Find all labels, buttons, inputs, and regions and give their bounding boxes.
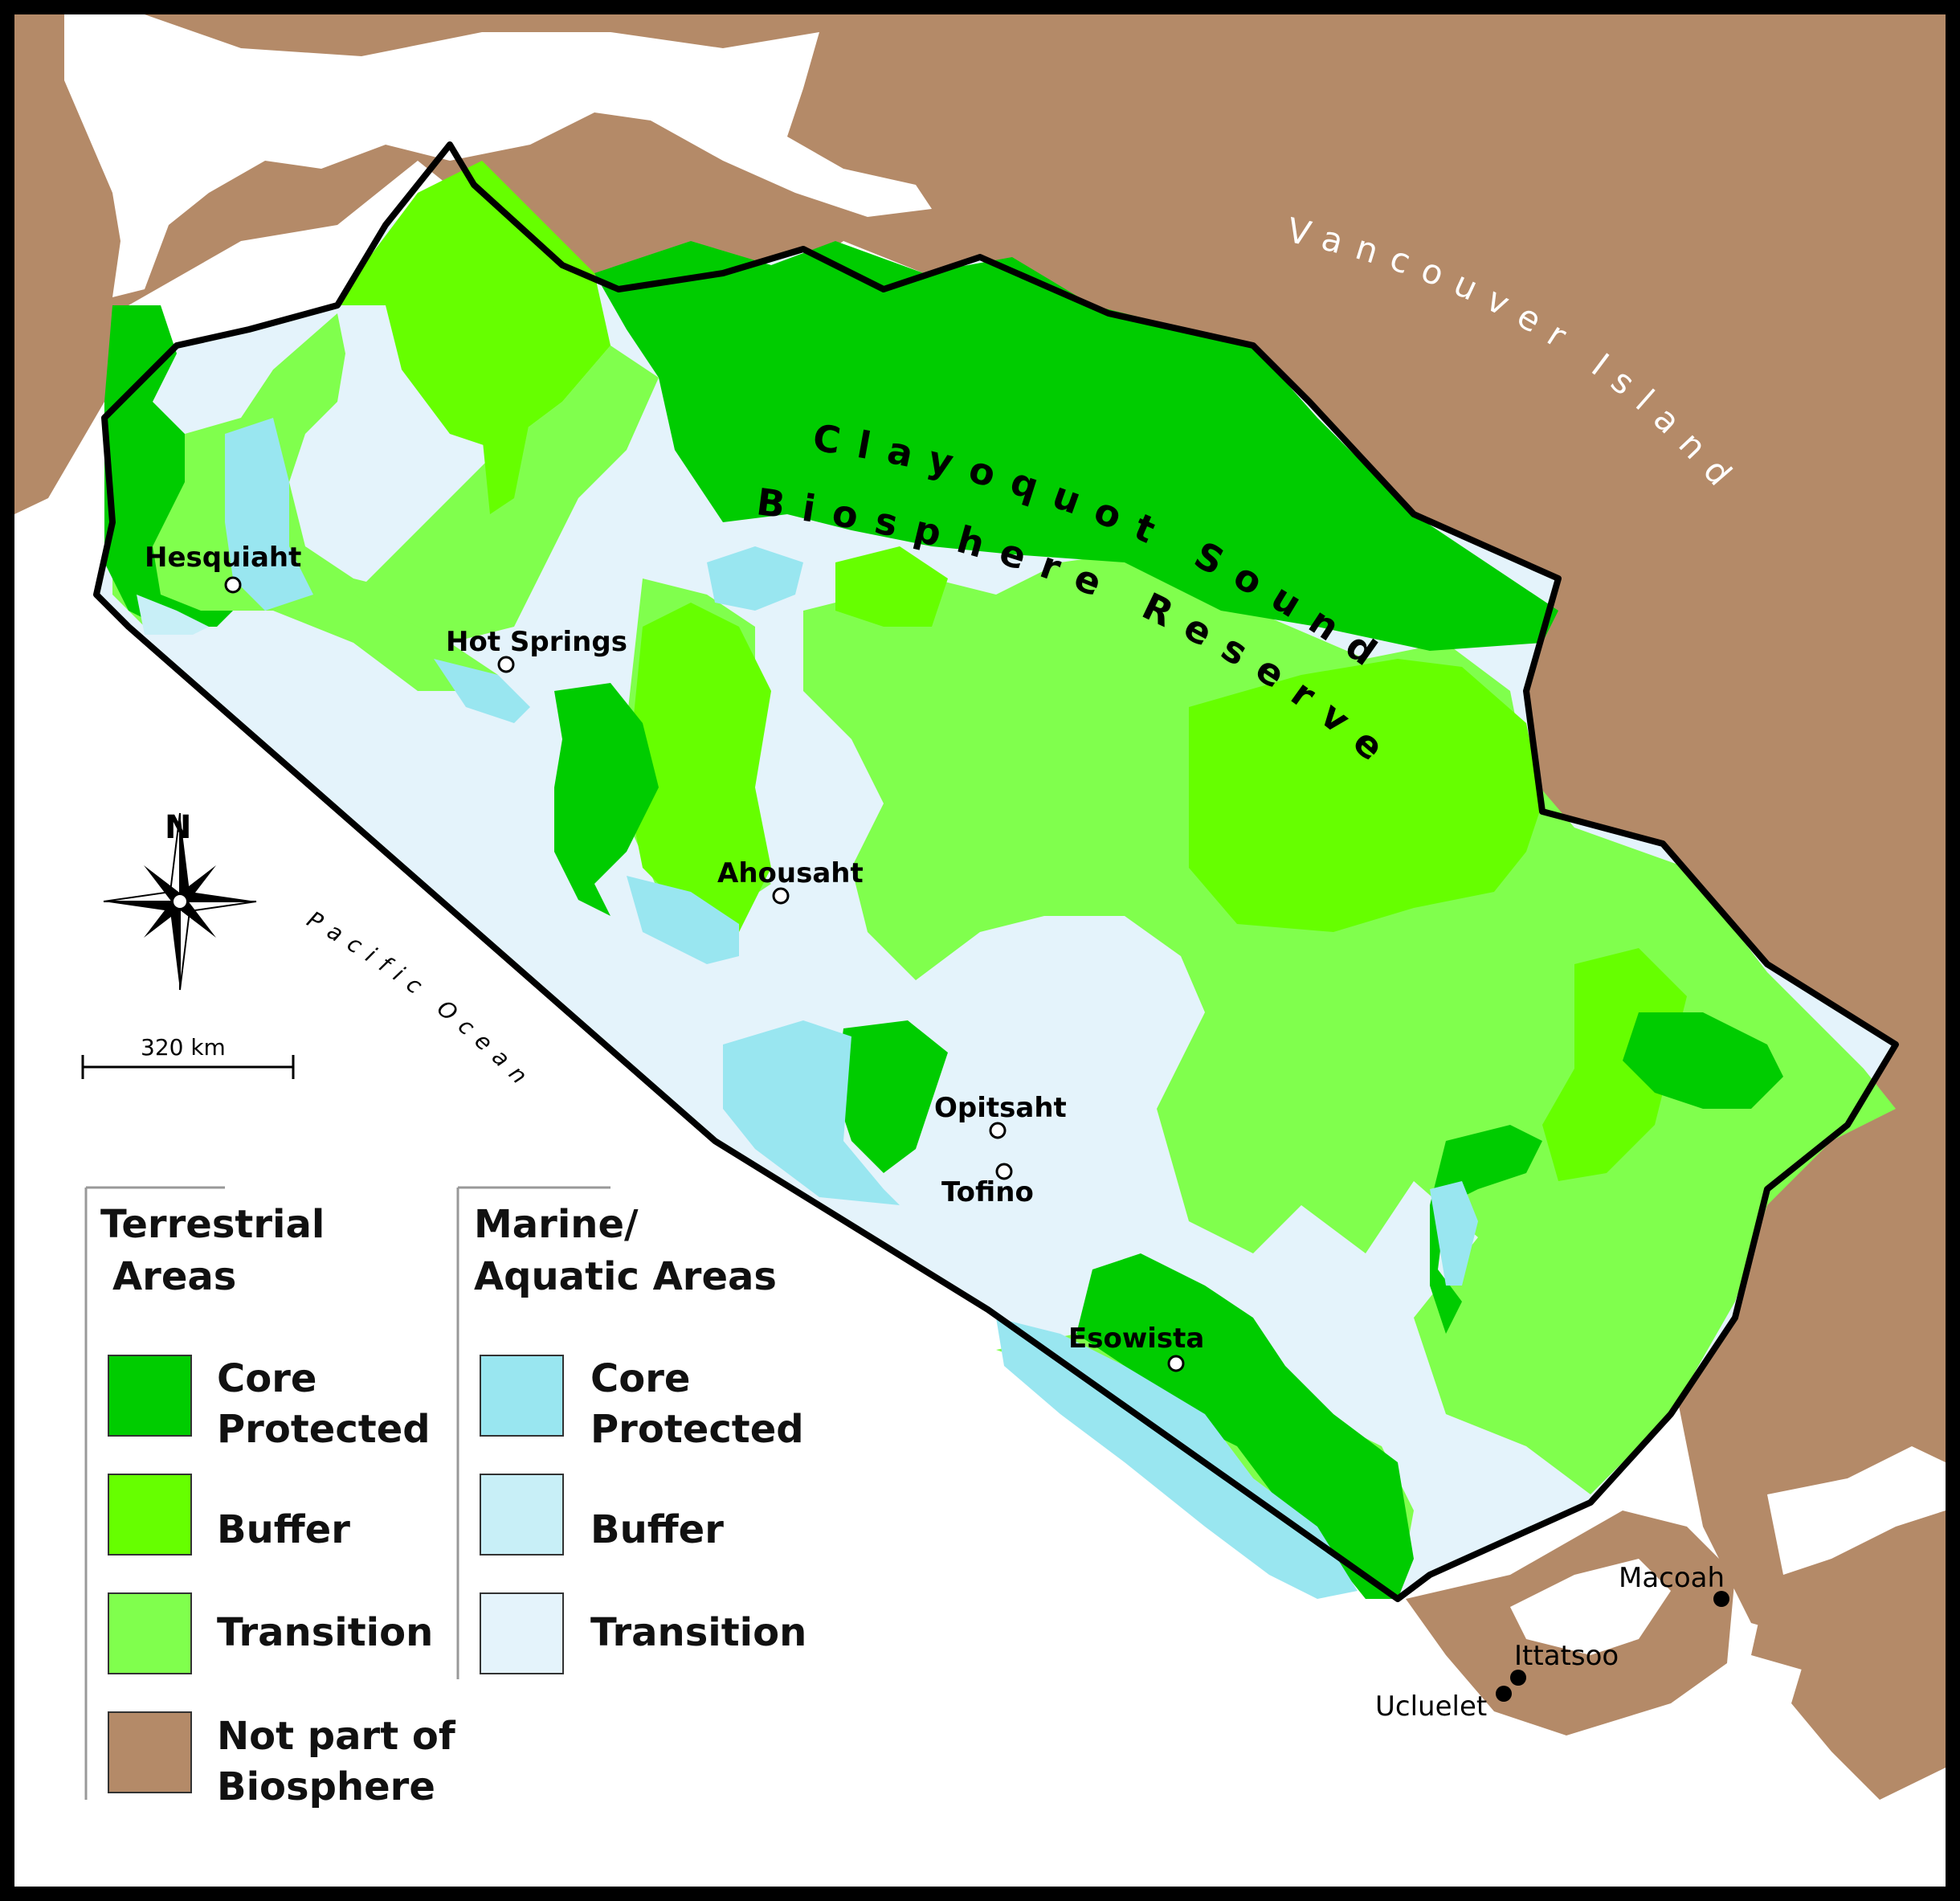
legend-marine-title-2: Aquatic Areas: [474, 1254, 777, 1299]
ittatsoo-marker: [1510, 1670, 1526, 1686]
north-label: N: [165, 809, 191, 846]
terrestrial-buffer: [337, 161, 610, 450]
scale-bar: [81, 1055, 295, 1079]
ucluelet-label: Ucluelet: [1375, 1690, 1487, 1723]
hesquiaht-marker: [224, 576, 242, 594]
terrestrial-core: [1623, 1012, 1783, 1109]
terrestrial-buffer: [627, 603, 771, 932]
terrestrial-transition: [803, 546, 1896, 1494]
terrestrial-core: [594, 241, 1558, 651]
swatch-marine-core: [480, 1355, 564, 1437]
ucluelet-marker: [1496, 1686, 1512, 1702]
hot-springs-label: Hot Springs: [446, 626, 627, 658]
legend-terrestrial-buffer: Buffer: [217, 1507, 350, 1552]
opitsaht-marker: [989, 1122, 1007, 1139]
legend-marine-buffer: Buffer: [590, 1507, 724, 1552]
marine-core: [1430, 1181, 1478, 1286]
legend-marine-transition: Transition: [590, 1610, 806, 1655]
opitsaht-label: Opitsaht: [934, 1092, 1067, 1124]
terrestrial-core: [835, 1020, 948, 1173]
tofino-label: Tofino: [941, 1176, 1034, 1208]
legend-terrestrial-core-1: Core: [217, 1356, 316, 1401]
marine-core: [627, 876, 739, 964]
swatch-marine-buffer: [480, 1474, 564, 1556]
marine-buffer: [137, 595, 209, 635]
legend-terrestrial-title-2: Areas: [112, 1254, 236, 1299]
terrestrial-buffer: [474, 289, 530, 514]
reserve-boundary: [93, 141, 1899, 1602]
terrestrial-buffer: [1542, 948, 1687, 1181]
marine-core: [996, 1318, 1358, 1599]
marine-core: [723, 1020, 900, 1205]
macoah-label: Macoah: [1619, 1562, 1725, 1594]
macoah-marker: [1713, 1591, 1729, 1607]
sea-channels: [64, 14, 1946, 1655]
terrestrial-core: [1076, 1253, 1414, 1599]
terrestrial-buffer: [835, 546, 948, 627]
marine-core: [225, 418, 313, 611]
compass-rose-icon: [103, 812, 257, 991]
legend-marine-core-1: Core: [590, 1356, 690, 1401]
swatch-terrestrial-core: [108, 1355, 192, 1437]
place-markers: Hesquiaht Hot Springs Ahousaht Opitsaht …: [145, 542, 1729, 1723]
esowista-label: Esowista: [1068, 1323, 1204, 1355]
legend-terrestrial-title-1: Terrestrial: [100, 1202, 325, 1247]
legend-terrestrial-core-2: Protected: [217, 1407, 431, 1452]
marine-core: [707, 546, 803, 611]
terrestrial-core: [1430, 1125, 1542, 1334]
legend: Terrestrial Areas Core Protected Buffer …: [84, 1186, 806, 1809]
legend-terrestrial-transition: Transition: [217, 1610, 433, 1655]
legend-not-part-1: Not part of: [217, 1714, 456, 1759]
legend-marine-core-2: Protected: [590, 1407, 804, 1452]
legend-marine-title-1: Marine/: [474, 1202, 639, 1247]
swatch-not-part: [108, 1711, 192, 1793]
hot-springs-marker: [497, 656, 515, 673]
marine-core: [434, 659, 530, 723]
scale-label: 320 km: [141, 1034, 226, 1061]
terrestrial-core: [554, 683, 659, 916]
esowista-marker: [1167, 1355, 1185, 1372]
reserve-area: [93, 141, 1899, 1602]
ittatsoo-label: Ittatsoo: [1514, 1640, 1619, 1672]
swatch-terrestrial-transition: [108, 1592, 192, 1674]
ahousaht-marker: [772, 887, 790, 905]
swatch-marine-transition: [480, 1592, 564, 1674]
hesquiaht-label: Hesquiaht: [145, 542, 301, 574]
legend-not-part-2: Biosphere: [217, 1764, 435, 1809]
tofino-marker: [995, 1163, 1013, 1180]
terrestrial-buffer: [1189, 659, 1542, 932]
swatch-terrestrial-buffer: [108, 1474, 192, 1556]
ahousaht-label: Ahousaht: [717, 857, 864, 889]
